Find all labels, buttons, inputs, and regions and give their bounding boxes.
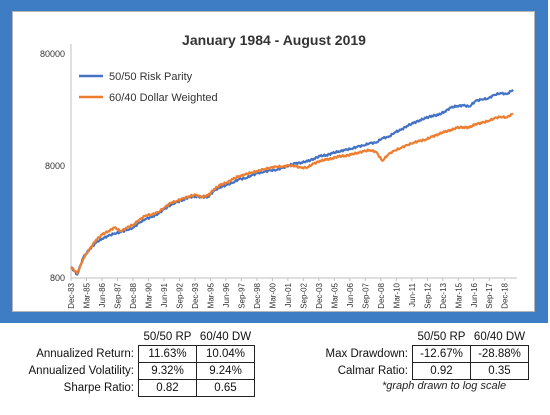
stat-value-dw: 0.35 (470, 362, 529, 380)
stat-value-rp: 0.92 (412, 362, 471, 380)
risk-stats-table: 50/50 RP 60/40 DW Max Drawdown: -12.67% … (290, 329, 529, 380)
x-tick-label: Mar-05 (330, 282, 339, 308)
x-tick-label: Mar-90 (144, 282, 153, 308)
stats-row: Max Drawdown: -12.67% -28.88% (290, 345, 529, 363)
x-tick-label: Dec-18 (501, 282, 510, 308)
return-stats-table: 50/50 RP 60/40 DW Annualized Return: 11.… (6, 329, 255, 397)
stats-header-row: 50/50 RP 60/40 DW (290, 329, 529, 346)
x-tick-label: Jun-91 (160, 282, 169, 307)
stats-header-row: 50/50 RP 60/40 DW (6, 329, 255, 346)
x-tick-label: Jun-11 (408, 282, 417, 306)
stat-label: Calmar Ratio: (337, 365, 408, 377)
col-header-dw: 60/40 DW (199, 331, 252, 343)
stat-value-rp: 0.82 (138, 379, 197, 397)
x-tick-label: Sep-92 (175, 282, 184, 308)
x-tick-label: Mar-00 (268, 282, 277, 308)
x-tick-label: Sep-07 (361, 282, 370, 308)
col-header-rp: 50/50 RP (143, 331, 192, 343)
stat-value-dw: -28.88% (470, 345, 529, 363)
y-tick-label: 8000 (45, 161, 65, 171)
x-tick-label: Dec-13 (439, 282, 448, 308)
chart-title: January 1984 - August 2019 (182, 32, 366, 48)
axes: 800 8000 80000 Dec-83 Mar-85 Jun-86 Sep-87 Dec-… (40, 44, 517, 309)
x-tick-label: Dec-88 (129, 282, 138, 308)
x-tick-label: Dec-93 (191, 282, 200, 308)
y-tick-label: 800 (50, 273, 65, 283)
stat-value-rp: -12.67% (412, 345, 471, 363)
series-line-risk-parity (70, 88, 514, 276)
x-tick-label: Sep-97 (237, 282, 246, 308)
x-tick-label: Mar-15 (454, 282, 463, 308)
stats-row: Annualized Volatility: 9.32% 9.24% (6, 362, 255, 380)
stat-label: Annualized Volatility: (28, 365, 134, 377)
stat-value-dw: 9.24% (196, 362, 255, 380)
chart-panel: January 1984 - August 2019 800 8000 80000 D… (12, 11, 535, 312)
stats-row: Calmar Ratio: 0.92 0.35 (290, 362, 529, 380)
x-tick-label: Dec-98 (253, 282, 262, 308)
x-tick-label: Jun-01 (284, 282, 293, 307)
x-tick-label: Sep-17 (485, 282, 494, 308)
x-tick-label: Dec-83 (67, 282, 76, 308)
log-scale-footnote: *graph drawn to log scale (382, 380, 507, 392)
series-line-dollar-weighted (70, 112, 514, 275)
x-tick-label: Jun-96 (222, 282, 231, 307)
x-tick-label: Dec-08 (377, 282, 386, 308)
line-chart: January 1984 - August 2019 800 8000 80000 D… (40, 32, 517, 309)
x-tick-label: Jun-16 (470, 282, 479, 307)
x-tick-label: Dec-03 (315, 282, 324, 308)
stat-value-rp: 9.32% (138, 362, 197, 380)
series-layer (70, 88, 514, 276)
col-header-dw: 60/40 DW (473, 331, 526, 343)
legend: 50/50 Risk Parity 60/40 Dollar Weighted (79, 71, 218, 104)
stats-row: Sharpe Ratio: 0.82 0.65 (6, 379, 255, 397)
stat-value-dw: 0.65 (196, 379, 255, 397)
x-tick-label: Sep-12 (423, 282, 432, 308)
x-tick-label: Mar-10 (392, 282, 401, 308)
x-tick-label: Mar-85 (82, 282, 91, 308)
stats-row: Annualized Return: 11.63% 10.04% (6, 345, 255, 363)
legend-label: 50/50 Risk Parity (109, 71, 193, 83)
legend-label: 60/40 Dollar Weighted (109, 92, 218, 104)
stat-label: Sharpe Ratio: (63, 382, 134, 394)
chart-frame: January 1984 - August 2019 800 8000 80000 D… (0, 0, 548, 323)
stat-label: Max Drawdown: (325, 348, 408, 360)
x-tick-label: Jun-86 (98, 282, 107, 307)
x-tick-label: Sep-87 (113, 282, 122, 308)
stat-value-dw: 10.04% (196, 345, 255, 363)
stat-value-rp: 11.63% (138, 345, 197, 363)
x-tick-label: Jun-06 (346, 282, 355, 307)
y-tick-label: 80000 (40, 49, 65, 59)
x-tick-label: Mar-95 (206, 282, 215, 308)
x-tick-label: Sep-02 (299, 282, 308, 308)
col-header-rp: 50/50 RP (417, 331, 466, 343)
stat-label: Annualized Return: (36, 348, 134, 360)
